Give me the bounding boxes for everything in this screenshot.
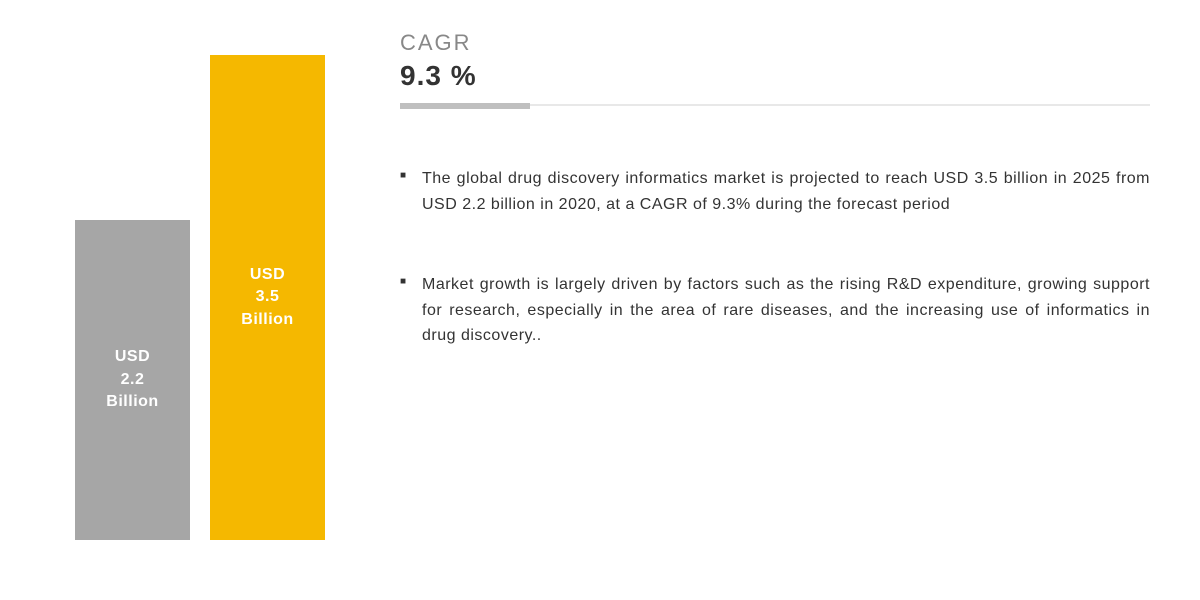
bar-2025-label-line1: USD (250, 266, 285, 283)
divider-line (400, 104, 1150, 106)
divider-accent (400, 103, 530, 109)
bar-2025-label-line2: 3.5 (256, 288, 280, 305)
infographic-container: USD 2.2 Billion USD 3.5 Billion CAGR 9.3… (0, 0, 1200, 600)
bar-2025-label-line3: Billion (241, 311, 293, 328)
bar-2020-label-line2: 2.2 (121, 371, 145, 388)
bar-2025-label: USD 3.5 Billion (241, 264, 293, 331)
bar-2025: USD 3.5 Billion (210, 55, 325, 540)
bar-2020-label-line3: Billion (106, 393, 158, 410)
bullet-list: The global drug discovery informatics ma… (400, 166, 1150, 349)
bullet-item-1: The global drug discovery informatics ma… (400, 166, 1150, 217)
bullet-item-2: Market growth is largely driven by facto… (400, 272, 1150, 349)
text-panel: CAGR 9.3 % The global drug discovery inf… (370, 20, 1170, 580)
bar-2020-label: USD 2.2 Billion (106, 346, 158, 413)
bar-2020: USD 2.2 Billion (75, 220, 190, 540)
cagr-label: CAGR (400, 30, 1150, 56)
cagr-value: 9.3 % (400, 60, 1150, 92)
bar-chart: USD 2.2 Billion USD 3.5 Billion (30, 20, 370, 580)
bar-2020-label-line1: USD (115, 348, 150, 365)
